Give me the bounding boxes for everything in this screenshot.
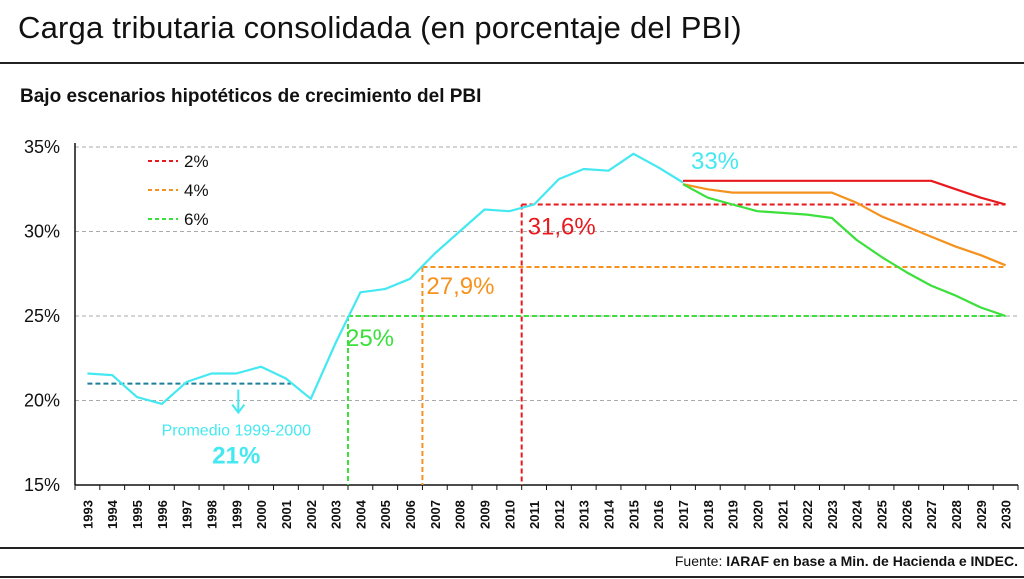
y-tick-label: 30% bbox=[24, 222, 60, 242]
source-prefix: Fuente: bbox=[674, 553, 727, 569]
x-tick-label: 2020 bbox=[750, 500, 765, 529]
chart-subtitle: Bajo escenarios hipotéticos de crecimien… bbox=[20, 86, 482, 107]
legend-label: 6% bbox=[184, 210, 209, 229]
chart-title: Carga tributaria consolidada (en porcent… bbox=[18, 10, 742, 45]
footer-divider bbox=[0, 576, 1024, 578]
y-tick-label: 20% bbox=[24, 391, 60, 411]
series-line-historico bbox=[87, 152, 684, 405]
series-line-2pct bbox=[683, 179, 1006, 206]
x-tick-label: 2009 bbox=[477, 500, 492, 529]
x-tick-label: 1998 bbox=[204, 500, 219, 529]
x-tick-label: 2012 bbox=[552, 500, 567, 529]
x-tick-label: 2014 bbox=[602, 499, 617, 529]
x-tick-label: 2019 bbox=[726, 500, 741, 529]
annotation-label: 31,6% bbox=[528, 213, 596, 240]
legend-label: 2% bbox=[184, 152, 209, 171]
x-tick-label: 2013 bbox=[577, 500, 592, 529]
annotation-label: 21% bbox=[212, 443, 260, 470]
x-tick-label: 2018 bbox=[701, 500, 716, 529]
x-tick-label: 2027 bbox=[924, 500, 939, 529]
x-tick-label: 2007 bbox=[428, 500, 443, 529]
series-line-6pct bbox=[682, 183, 1006, 318]
y-tick-label: 25% bbox=[24, 306, 60, 326]
annotation-label: 25% bbox=[346, 325, 394, 352]
x-tick-label: 2000 bbox=[254, 500, 269, 529]
x-tick-label: 2004 bbox=[353, 499, 368, 529]
source-note: Fuente: IARAF en base a Min. de Hacienda… bbox=[675, 553, 1018, 569]
x-tick-label: 1994 bbox=[105, 499, 120, 529]
x-tick-label: 2001 bbox=[279, 500, 294, 529]
legend-label: 4% bbox=[184, 181, 209, 200]
x-tick-label: 2026 bbox=[899, 500, 914, 529]
x-tick-label: 2028 bbox=[949, 500, 964, 529]
annotation-label: 33% bbox=[691, 148, 739, 175]
x-tick-label: 2021 bbox=[775, 500, 790, 529]
x-tick-label: 2010 bbox=[502, 500, 517, 529]
x-tick-label: 2006 bbox=[403, 500, 418, 529]
x-tick-label: 2030 bbox=[999, 500, 1014, 529]
x-tick-label: 1996 bbox=[155, 500, 170, 529]
x-tick-label: 2023 bbox=[825, 500, 840, 529]
x-tick-label: 2025 bbox=[875, 500, 890, 529]
x-tick-label: 2017 bbox=[676, 500, 691, 529]
top-divider bbox=[0, 62, 1024, 64]
x-tick-label: 1997 bbox=[180, 500, 195, 529]
x-tick-label: 2022 bbox=[800, 500, 815, 529]
x-tick-label: 2003 bbox=[329, 500, 344, 529]
x-tick-label: 2011 bbox=[527, 501, 542, 529]
annotation-label: Promedio 1999-2000 bbox=[162, 423, 312, 440]
x-tick-label: 2024 bbox=[850, 499, 865, 529]
bottom-divider bbox=[0, 547, 1024, 549]
average-arrow-head bbox=[231, 404, 246, 415]
y-tick-label: 35% bbox=[24, 137, 60, 157]
x-tick-label: 1995 bbox=[130, 500, 145, 529]
source-text: IARAF en base a Min. de Hacienda e INDEC… bbox=[726, 553, 1018, 569]
x-tick-label: 2016 bbox=[651, 500, 666, 529]
x-tick-label: 2008 bbox=[453, 500, 468, 529]
annotation-label: 27,9% bbox=[426, 273, 494, 300]
series-line-4pct bbox=[682, 183, 1007, 267]
y-tick-label: 15% bbox=[24, 475, 60, 495]
x-tick-label: 1999 bbox=[229, 500, 244, 529]
x-tick-label: 2005 bbox=[378, 500, 393, 529]
x-tick-label: 1993 bbox=[80, 500, 95, 529]
x-tick-label: 2002 bbox=[304, 500, 319, 529]
x-tick-label: 2029 bbox=[974, 500, 989, 529]
x-tick-label: 2015 bbox=[626, 500, 641, 529]
